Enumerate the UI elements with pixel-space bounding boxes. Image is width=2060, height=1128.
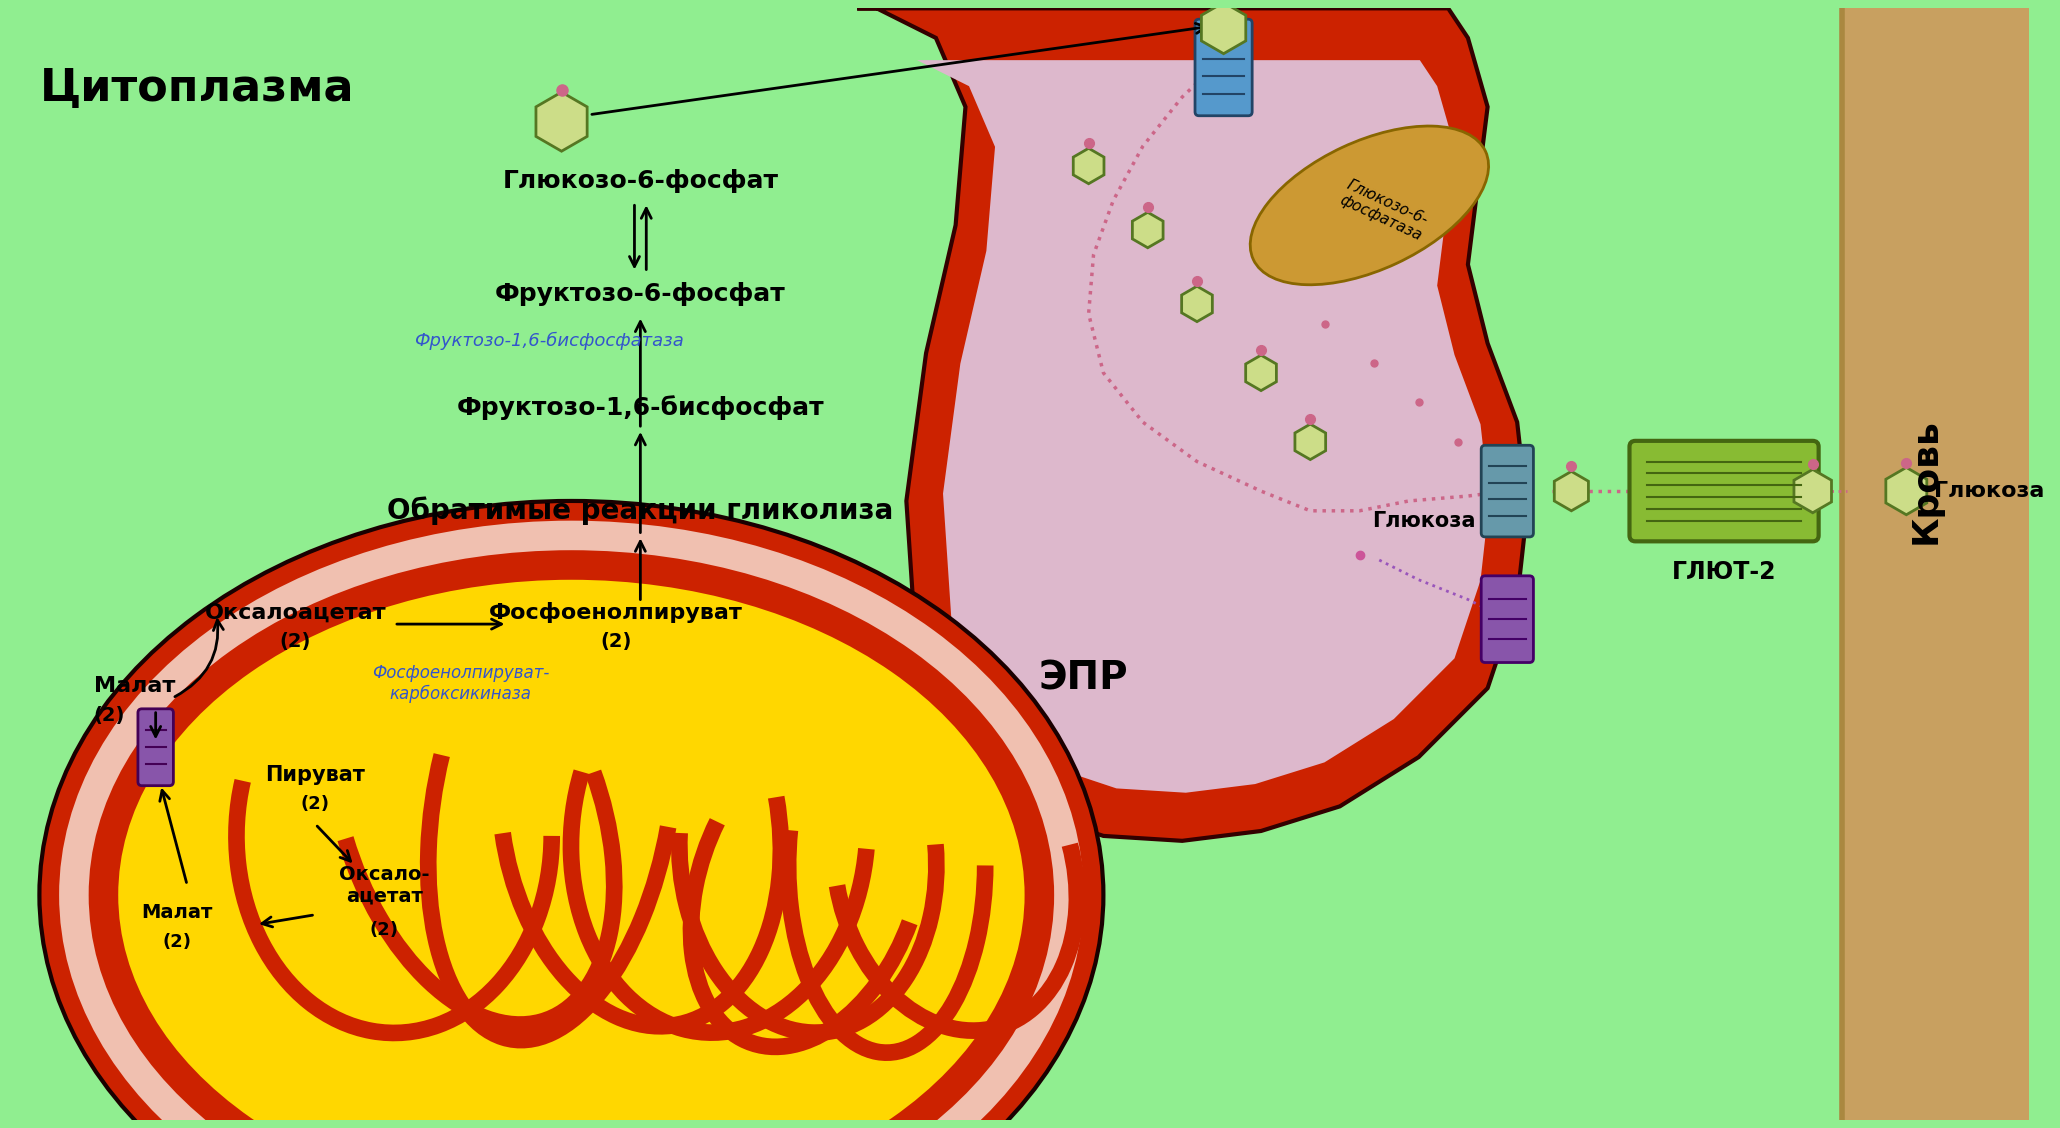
- Polygon shape: [1182, 287, 1213, 321]
- FancyBboxPatch shape: [1195, 19, 1252, 116]
- Text: ГЛЮТ-2: ГЛЮТ-2: [1673, 561, 1776, 584]
- Text: Малат: Малат: [142, 904, 212, 923]
- Text: (2): (2): [369, 920, 400, 938]
- Polygon shape: [900, 60, 1489, 793]
- Polygon shape: [1073, 148, 1104, 184]
- Text: Пируват: Пируват: [266, 765, 365, 785]
- Polygon shape: [1246, 355, 1277, 390]
- FancyBboxPatch shape: [138, 708, 173, 786]
- Text: ЭПР: ЭПР: [1038, 659, 1129, 697]
- Text: (2): (2): [280, 633, 311, 651]
- Text: Глюкоза: Глюкоза: [1934, 482, 2044, 501]
- Polygon shape: [1794, 469, 1831, 513]
- Text: (2): (2): [301, 795, 330, 813]
- Polygon shape: [1133, 212, 1164, 248]
- Text: Цитоплазма: Цитоплазма: [39, 68, 354, 111]
- Ellipse shape: [39, 501, 1104, 1128]
- Ellipse shape: [60, 521, 1084, 1128]
- Text: Малат: Малат: [93, 676, 175, 696]
- Text: Оксалоацетат: Оксалоацетат: [204, 602, 387, 623]
- Polygon shape: [1201, 2, 1246, 54]
- Polygon shape: [1296, 424, 1327, 459]
- Text: Фруктозо-1,6-бисфосфатаза: Фруктозо-1,6-бисфосфатаза: [414, 332, 684, 350]
- Text: Глюкоза: Глюкоза: [1372, 511, 1475, 531]
- Text: Фосфоенолпируват-
карбоксикиназа: Фосфоенолпируват- карбоксикиназа: [373, 663, 550, 703]
- Text: Глюкозо-6-фосфат: Глюкозо-6-фосфат: [503, 169, 779, 193]
- FancyBboxPatch shape: [1481, 446, 1533, 537]
- Ellipse shape: [117, 580, 1024, 1128]
- FancyBboxPatch shape: [1629, 441, 1819, 541]
- Polygon shape: [1555, 472, 1588, 511]
- Text: Глюкозо-6-
фосфатаза: Глюкозо-6- фосфатаза: [1337, 177, 1432, 244]
- Text: (2): (2): [93, 706, 126, 725]
- Text: Фосфоенолпируват: Фосфоенолпируват: [488, 601, 744, 623]
- Polygon shape: [1885, 467, 1926, 514]
- Polygon shape: [857, 8, 1526, 840]
- Text: (2): (2): [163, 933, 192, 951]
- Text: Оксало-
ацетат: Оксало- ацетат: [340, 865, 428, 906]
- Text: Обратимые реакции гликолиза: Обратимые реакции гликолиза: [387, 496, 894, 526]
- Ellipse shape: [1250, 126, 1489, 284]
- Bar: [1842, 8, 2029, 1120]
- FancyBboxPatch shape: [1481, 575, 1533, 662]
- Ellipse shape: [89, 550, 1055, 1128]
- Text: Кровь: Кровь: [1910, 418, 1943, 544]
- Text: (2): (2): [599, 633, 632, 651]
- Polygon shape: [536, 92, 587, 151]
- Text: Фруктозо-6-фосфат: Фруктозо-6-фосфат: [494, 282, 785, 306]
- Text: Фруктозо-1,6-бисфосфат: Фруктозо-1,6-бисфосфат: [457, 395, 824, 420]
